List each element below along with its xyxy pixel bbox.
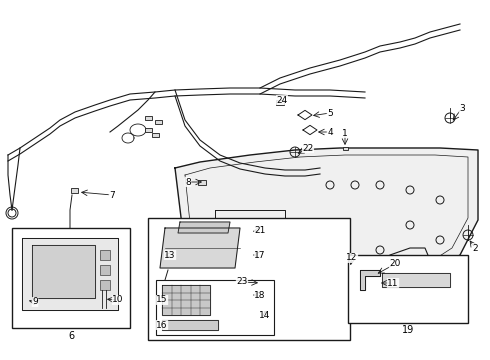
Bar: [100, 280, 110, 290]
Bar: [71, 188, 77, 193]
Bar: [145, 116, 151, 120]
Bar: [145, 128, 151, 132]
Bar: [154, 120, 162, 124]
Polygon shape: [162, 285, 210, 315]
Text: 12: 12: [346, 253, 358, 262]
Text: 14: 14: [259, 310, 270, 320]
Text: 24: 24: [276, 95, 288, 104]
Polygon shape: [162, 320, 218, 330]
Text: 4: 4: [327, 127, 333, 136]
Polygon shape: [178, 222, 230, 233]
Polygon shape: [360, 270, 380, 290]
Text: 16: 16: [156, 320, 168, 329]
Polygon shape: [22, 238, 118, 310]
Bar: [156, 280, 274, 335]
Polygon shape: [160, 228, 240, 268]
Text: 8: 8: [185, 177, 191, 186]
Polygon shape: [382, 273, 450, 287]
Polygon shape: [32, 245, 95, 298]
Text: 17: 17: [254, 251, 266, 260]
Text: 11: 11: [387, 279, 399, 288]
Text: 1: 1: [342, 129, 348, 138]
Bar: [369, 278, 380, 286]
Text: 7: 7: [109, 190, 115, 199]
Text: 3: 3: [459, 104, 465, 113]
Text: 19: 19: [402, 325, 414, 335]
Bar: [198, 180, 206, 185]
Bar: [276, 99, 284, 104]
Text: 15: 15: [156, 296, 168, 305]
Bar: [148, 218, 350, 340]
Bar: [100, 265, 110, 275]
Bar: [12, 228, 130, 328]
Bar: [348, 255, 468, 323]
Text: 2: 2: [472, 243, 478, 252]
Bar: [100, 250, 110, 260]
Text: 5: 5: [327, 108, 333, 117]
Bar: [216, 296, 220, 304]
Text: 20: 20: [390, 260, 401, 269]
Text: 9: 9: [32, 297, 38, 306]
Text: 22: 22: [302, 144, 314, 153]
Text: 21: 21: [254, 225, 266, 234]
Text: 18: 18: [254, 291, 266, 300]
Text: 10: 10: [112, 296, 124, 305]
Polygon shape: [175, 148, 478, 305]
Bar: [343, 147, 347, 149]
Text: 6: 6: [68, 331, 74, 341]
Text: 13: 13: [164, 251, 176, 260]
Bar: [151, 133, 158, 137]
Text: 23: 23: [236, 278, 247, 287]
Bar: [23, 297, 33, 303]
